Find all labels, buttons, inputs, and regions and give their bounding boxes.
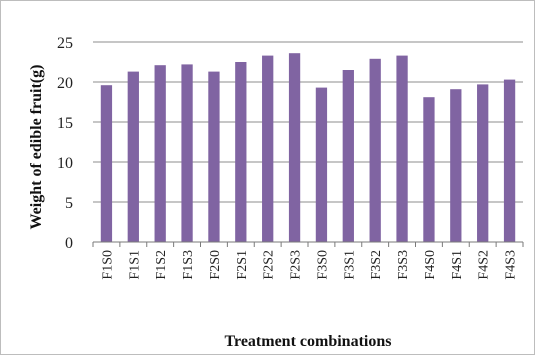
bar [450, 89, 462, 242]
x-tick-label: F4S1 [450, 250, 465, 280]
x-tick-label: F2S0 [208, 250, 223, 280]
y-axis-title: Weight of edible fruit(g) [28, 65, 45, 230]
y-tick-label: 10 [57, 155, 73, 172]
x-tick-label: F2S1 [235, 250, 250, 280]
x-tick-label: F3S1 [342, 250, 357, 280]
bar [208, 71, 220, 242]
y-tick-label: 20 [57, 75, 73, 92]
x-tick-label: F3S0 [315, 250, 330, 280]
x-tick-label: F1S2 [154, 250, 169, 280]
x-tick-label: F4S0 [423, 250, 438, 280]
bar [288, 53, 301, 243]
x-axis-title: Treatment combinations [225, 333, 392, 350]
x-tick-labels: F1S0 F1S1 F1S2 F1S3 F2S0 F2S1 F2S2 F2S3 F3S0 F3S1… [92, 242, 524, 280]
x-tick-label: F4S3 [504, 250, 519, 280]
x-tick-label: F1S1 [127, 250, 142, 280]
bar [342, 70, 354, 242]
bar [315, 87, 328, 242]
x-tick-label: F1S3 [181, 250, 196, 280]
bars [100, 53, 516, 243]
bar [100, 85, 113, 242]
bar [423, 97, 435, 242]
x-tick-label: F1S0 [100, 250, 115, 280]
bar [396, 55, 408, 242]
bar [181, 64, 193, 243]
y-tick-label: 15 [57, 115, 73, 132]
bar [262, 55, 274, 242]
x-tick-label: F4S2 [477, 250, 492, 280]
x-tick-label: F3S2 [369, 250, 384, 280]
x-tick-label: F2S2 [262, 250, 277, 280]
bar [369, 58, 381, 242]
x-tick-label: F2S3 [289, 250, 304, 280]
y-tick-label: 5 [65, 195, 73, 212]
x-tick-label: F3S3 [396, 250, 411, 280]
bar [503, 79, 516, 242]
bar [154, 65, 166, 242]
y-tick-label: 25 [57, 35, 73, 52]
y-tick-label: 0 [65, 235, 73, 252]
bar [235, 62, 247, 242]
bar [127, 71, 139, 242]
bar [477, 84, 489, 243]
y-tick-labels: 0 5 10 15 20 25 [57, 35, 73, 252]
